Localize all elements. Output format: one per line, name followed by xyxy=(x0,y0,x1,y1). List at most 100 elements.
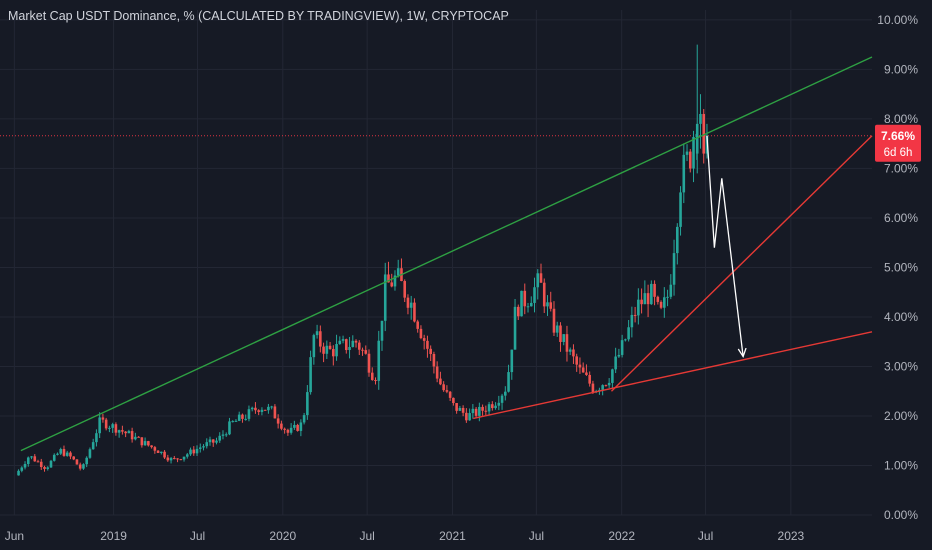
candle-body xyxy=(409,302,413,308)
candle-body xyxy=(244,418,247,420)
candle-body xyxy=(173,458,176,460)
candle-body xyxy=(78,464,82,469)
candle-body xyxy=(637,299,640,316)
y-tick-label: 6.00% xyxy=(884,211,918,225)
candle-body xyxy=(176,458,179,460)
candle-body xyxy=(289,427,293,433)
candle-body xyxy=(237,414,241,421)
y-tick-label: 5.00% xyxy=(884,260,918,274)
candle-body xyxy=(575,356,578,365)
candle-body xyxy=(387,274,390,283)
y-tick-label: 10.00% xyxy=(877,13,918,27)
candle-body xyxy=(536,273,540,288)
candle-body xyxy=(150,445,153,448)
candle-body xyxy=(695,123,699,154)
candle-body xyxy=(484,410,488,412)
y-tick-label: 0.00% xyxy=(884,508,918,522)
candle-body xyxy=(614,356,617,370)
candle-body xyxy=(30,456,33,458)
candle-body xyxy=(160,451,163,453)
candle-body xyxy=(377,340,381,381)
candle-body xyxy=(500,395,504,403)
candle-body xyxy=(624,339,627,341)
candle-body xyxy=(33,456,37,462)
candle-body xyxy=(195,448,199,454)
candle-body xyxy=(555,325,559,333)
candle-body xyxy=(422,338,426,341)
candle-body xyxy=(445,390,449,392)
candle-body xyxy=(205,442,209,447)
candle-body xyxy=(546,302,549,307)
candle-body xyxy=(23,464,27,468)
trendline-support-shallow[interactable] xyxy=(473,331,873,420)
candle-body xyxy=(393,275,397,287)
candle-body xyxy=(552,308,556,333)
candle-body xyxy=(429,348,432,355)
candle-body xyxy=(137,436,140,438)
trendline-resistance[interactable] xyxy=(20,56,873,452)
candle-body xyxy=(620,340,624,355)
candle-body xyxy=(309,357,312,393)
candle-body xyxy=(17,470,20,476)
candle-body xyxy=(62,449,66,456)
x-tick-label: 2021 xyxy=(439,529,466,543)
candle-body xyxy=(56,453,59,455)
candle-body xyxy=(591,383,595,393)
candle-body xyxy=(88,449,92,458)
candle-body xyxy=(202,446,205,448)
candle-body xyxy=(494,405,497,409)
candle-body xyxy=(549,302,553,309)
candle-body xyxy=(104,419,108,429)
candle-body xyxy=(568,349,572,352)
candle-body xyxy=(241,414,244,419)
candle-body xyxy=(267,406,270,411)
candle-body xyxy=(442,384,445,391)
candle-body xyxy=(39,461,43,468)
candle-body xyxy=(640,299,643,305)
candle-body xyxy=(36,461,40,463)
candle-body xyxy=(403,281,407,298)
candle-body xyxy=(452,397,455,403)
candle-body xyxy=(416,321,419,329)
candle-body xyxy=(341,339,345,341)
candle-body xyxy=(46,467,50,469)
candle-body xyxy=(663,297,666,308)
candle-body xyxy=(82,464,85,469)
candle-body xyxy=(435,366,439,379)
candle-body xyxy=(419,328,423,339)
candle-body xyxy=(607,382,611,386)
trendline-support-steep[interactable] xyxy=(610,135,873,392)
candle-body xyxy=(198,447,202,449)
candle-body xyxy=(26,457,30,465)
candle-body xyxy=(121,430,124,432)
candle-body xyxy=(702,113,706,154)
candle-body xyxy=(185,454,189,457)
x-tick-label: Jun xyxy=(5,529,24,543)
candle-body xyxy=(699,113,702,124)
candle-body xyxy=(69,452,72,457)
candle-body xyxy=(208,439,212,443)
candle-body xyxy=(257,410,260,412)
candle-body xyxy=(396,268,400,276)
candle-body xyxy=(448,391,452,398)
candle-body xyxy=(325,345,329,354)
candle-body xyxy=(153,447,157,451)
candle-body xyxy=(516,306,520,317)
projection-path[interactable] xyxy=(706,135,744,357)
candle-body xyxy=(114,424,118,433)
candle-body xyxy=(361,349,364,351)
candle-body xyxy=(685,151,689,155)
candle-body xyxy=(140,437,144,446)
candle-body xyxy=(688,151,692,169)
candle-body xyxy=(565,334,569,352)
candle-body xyxy=(364,350,368,354)
candle-body xyxy=(260,409,264,412)
candle-body xyxy=(351,340,355,347)
candle-body xyxy=(98,417,101,434)
candle-body xyxy=(439,378,442,385)
candle-body xyxy=(218,435,222,441)
candle-body xyxy=(627,327,630,340)
candle-body xyxy=(338,340,342,345)
